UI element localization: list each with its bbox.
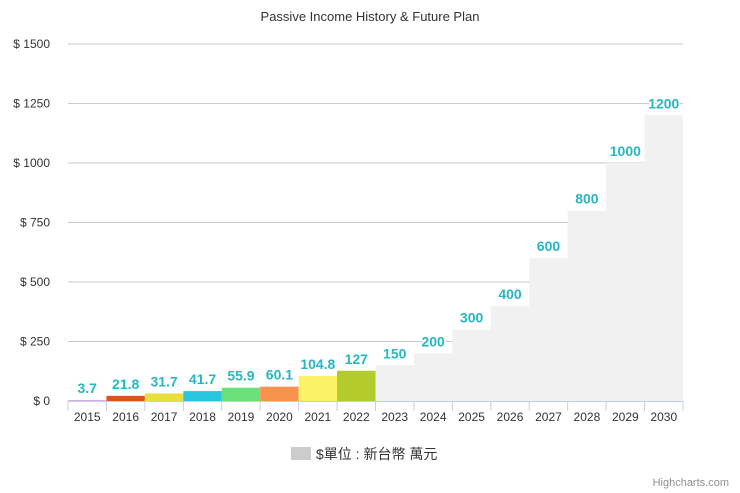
x-tick-label: 2019	[228, 410, 255, 424]
bar	[606, 163, 645, 401]
bar	[106, 395, 145, 401]
y-tick-label: $ 0	[33, 394, 50, 408]
data-label: 55.9	[227, 368, 254, 384]
data-label: 150	[383, 345, 407, 361]
x-tick-label: 2018	[189, 410, 216, 424]
data-labels: 3.7 21.8 31.7 41.7 55.9 60.1 104.8 127 150 200 300…	[76, 94, 681, 398]
legend-swatch[interactable]	[291, 447, 311, 460]
bar	[298, 376, 338, 401]
data-label: 300	[460, 310, 484, 326]
data-label: 21.8	[112, 376, 139, 392]
bar	[221, 387, 261, 401]
x-tick-label: 2026	[497, 410, 524, 424]
x-axis: 2015 2016 2017 2018 2019 2020 2021 2022 2023 2024…	[67, 401, 684, 424]
x-tick-label: 2020	[266, 410, 293, 424]
bar	[183, 391, 222, 401]
x-tick-label: 2015	[74, 410, 101, 424]
x-tick-label: 2023	[381, 410, 408, 424]
x-tick-label: 2025	[458, 410, 485, 424]
x-tick-label: 2028	[574, 410, 601, 424]
data-label: 104.8	[300, 356, 335, 372]
data-label: 1000	[610, 143, 641, 159]
y-axis: $ 0 $ 250 $ 500 $ 750 $ 1000 $ 1250 $ 1500	[13, 37, 50, 408]
y-tick-label: $ 500	[20, 275, 50, 289]
x-tick-label: 2017	[151, 410, 178, 424]
x-tick-label: 2016	[112, 410, 139, 424]
bar	[375, 365, 414, 401]
y-tick-label: $ 1500	[13, 37, 50, 51]
x-tick-label: 2022	[343, 410, 370, 424]
legend[interactable]: $單位 : 新台幣 萬元	[291, 446, 437, 462]
data-label: 41.7	[189, 371, 216, 387]
data-label: 800	[575, 191, 599, 207]
x-tick-label: 2029	[612, 410, 639, 424]
bar	[452, 329, 491, 401]
data-label: 31.7	[150, 373, 177, 389]
data-label: 1200	[648, 95, 679, 111]
data-label: 400	[498, 286, 522, 302]
bar	[567, 210, 607, 401]
bar	[68, 400, 107, 401]
y-tick-label: $ 250	[20, 335, 50, 349]
y-tick-label: $ 1000	[13, 156, 50, 170]
data-label: 60.1	[266, 367, 293, 383]
x-tick-label: 2021	[304, 410, 331, 424]
bar	[490, 305, 530, 401]
y-tick-label: $ 1250	[13, 97, 50, 111]
chart-title: Passive Income History & Future Plan	[261, 9, 480, 24]
data-label: 3.7	[77, 380, 97, 396]
legend-label[interactable]: $單位 : 新台幣 萬元	[316, 446, 437, 462]
bar	[144, 393, 184, 401]
bar	[413, 353, 453, 401]
x-tick-label: 2027	[535, 410, 562, 424]
x-tick-label: 2030	[650, 410, 677, 424]
data-label: 600	[537, 238, 561, 254]
bar	[529, 258, 568, 401]
bars	[68, 115, 683, 402]
data-label: 127	[345, 351, 369, 367]
y-tick-label: $ 750	[20, 216, 50, 230]
x-tick-label: 2024	[420, 410, 447, 424]
bar	[337, 370, 376, 401]
bar	[644, 115, 683, 402]
credits-link[interactable]: Highcharts.com	[653, 477, 729, 489]
bar	[260, 386, 299, 401]
data-label: 200	[421, 333, 445, 349]
